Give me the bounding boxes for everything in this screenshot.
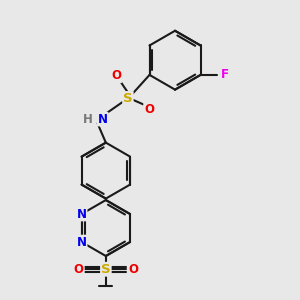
Text: S: S [123,92,133,105]
Text: O: O [74,263,84,276]
Text: O: O [111,69,121,82]
Text: S: S [101,263,111,276]
Text: H: H [83,112,93,126]
Text: F: F [221,68,229,81]
Text: O: O [144,103,154,116]
Text: N: N [76,236,87,248]
Text: O: O [128,263,138,276]
Text: N: N [98,112,108,126]
Text: N: N [76,208,87,220]
